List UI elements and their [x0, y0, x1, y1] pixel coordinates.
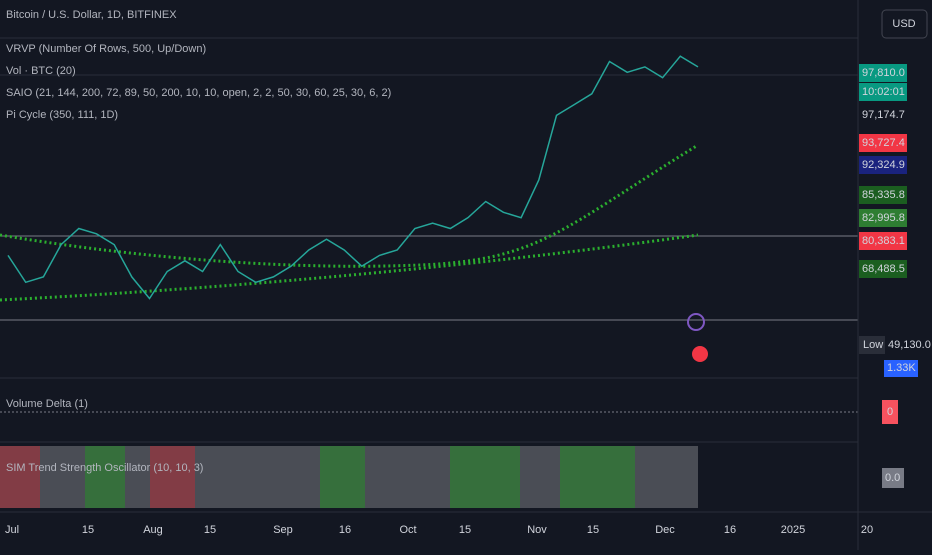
price-label-bg	[859, 156, 907, 174]
pane-title: SIM Trend Strength Oscillator (10, 10, 3…	[6, 462, 203, 474]
indicator-legend: VRVP (Number Of Rows, 500, Up/Down)	[6, 43, 206, 55]
currency[interactable]: USD	[892, 18, 915, 30]
x-axis-label: 16	[724, 524, 736, 536]
price-label: 93,727.4	[862, 137, 905, 149]
price-label: 68,488.5	[862, 263, 905, 275]
price-line	[7, 55, 699, 300]
price-label: 82,995.8	[862, 212, 905, 224]
moving-average	[0, 143, 699, 268]
x-axis-label: 15	[459, 524, 471, 536]
x-axis-label: 15	[82, 524, 94, 536]
event-icon[interactable]	[692, 346, 708, 362]
price-label-bg	[859, 106, 907, 124]
indicator-legend: SAIO (21, 144, 200, 72, 89, 50, 200, 10,…	[6, 87, 391, 99]
delta-label-bg	[882, 400, 898, 424]
osc-label: 0.0	[885, 472, 900, 484]
x-axis-label: Nov	[527, 524, 547, 536]
price-label: 97,810.0	[862, 67, 905, 79]
osc-band	[320, 446, 365, 508]
currency-button[interactable]	[881, 9, 928, 39]
price-label: 85,335.8	[862, 189, 905, 201]
price-label-bg	[859, 134, 907, 152]
volume-label: 1.33K	[887, 362, 916, 374]
price-label: 92,324.9	[862, 159, 905, 171]
indicator-legend: Pi Cycle (350, 111, 1D)	[6, 109, 118, 121]
low-tag-bg	[859, 336, 885, 354]
x-axis-label: 15	[587, 524, 599, 536]
low-value: 49,130.0	[888, 339, 931, 351]
x-axis-label: Aug	[143, 524, 163, 536]
osc-band	[85, 446, 125, 508]
x-axis-label: 20	[861, 524, 873, 536]
low-tag: Low	[863, 339, 883, 351]
moving-average	[0, 233, 699, 302]
osc-label-bg	[882, 468, 904, 488]
osc-band	[150, 446, 195, 508]
price-label-bg	[859, 186, 907, 204]
price-label-bg	[859, 232, 907, 250]
osc-band	[560, 446, 635, 508]
x-axis-label: Dec	[655, 524, 675, 536]
price-label-bg	[859, 260, 907, 278]
price-label: 97,174.7	[862, 109, 905, 121]
x-axis-label: 16	[339, 524, 351, 536]
price-label-bg	[859, 209, 907, 227]
symbol-title: Bitcoin / U.S. Dollar, 1D, BITFINEX	[6, 9, 177, 21]
pane-title: Volume Delta (1)	[6, 398, 88, 410]
volume-label-bg	[884, 360, 918, 377]
x-axis-label: 2025	[781, 524, 805, 536]
x-axis-label: 15	[204, 524, 216, 536]
price-label-bg	[859, 83, 907, 101]
price-label-bg	[859, 64, 907, 82]
delta-label: 0	[887, 406, 893, 418]
price-label: 10:02:01	[862, 86, 905, 98]
osc-band	[0, 446, 40, 508]
price-label: 80,383.1	[862, 235, 905, 247]
event-icon[interactable]	[687, 313, 705, 331]
x-axis-label: Jul	[5, 524, 19, 536]
x-axis-label: Sep	[273, 524, 293, 536]
x-axis-label: Oct	[399, 524, 416, 536]
indicator-legend: Vol · BTC (20)	[6, 65, 76, 77]
osc-band	[450, 446, 520, 508]
